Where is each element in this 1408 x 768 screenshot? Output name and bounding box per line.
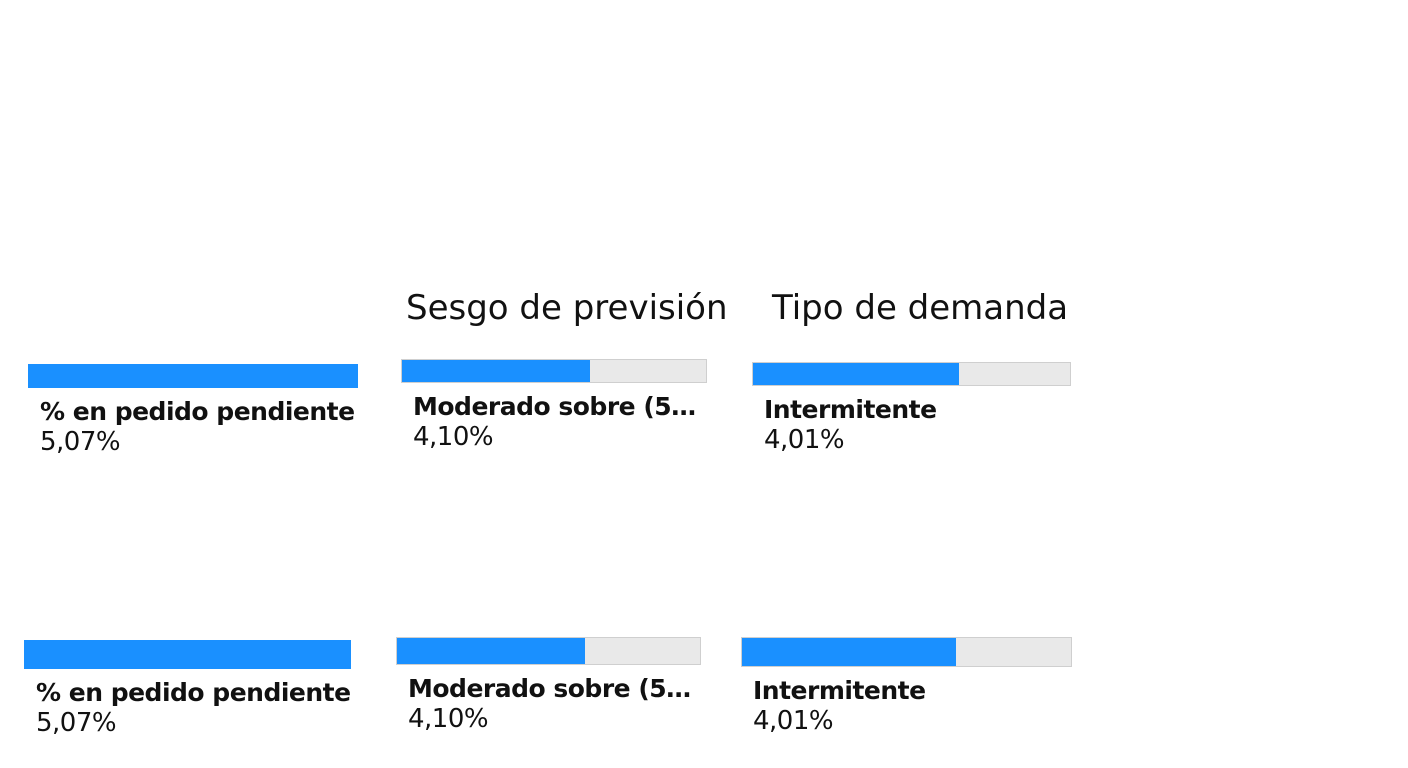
forecast-bias-value: 4,10% <box>408 703 489 734</box>
forecast-bias-bar-fill <box>402 360 591 382</box>
demand-type-value: 4,01% <box>764 424 845 455</box>
demand-type-bar <box>741 637 1072 667</box>
demand-type-heading: Tipo de demanda <box>772 288 1069 328</box>
backorder-card[interactable]: % en pedido pendiente 5,07% <box>24 640 351 739</box>
backorder-card[interactable]: % en pedido pendiente 5,07% <box>28 364 358 458</box>
backorder-label: % en pedido pendiente <box>36 679 351 707</box>
forecast-bias-bar-fill <box>397 638 585 664</box>
demand-type-card[interactable]: Intermitente 4,01% <box>752 362 1071 456</box>
backorder-bar <box>24 640 351 669</box>
backorder-bar-fill <box>29 365 357 387</box>
demand-type-bar <box>752 362 1071 386</box>
forecast-bias-bar <box>401 359 707 383</box>
forecast-bias-value: 4,10% <box>413 421 494 452</box>
backorder-value: 5,07% <box>36 707 117 738</box>
forecast-bias-card[interactable]: Moderado sobre (5% t... 4,10% <box>401 359 707 453</box>
demand-type-label: Intermitente <box>753 677 926 705</box>
forecast-bias-label: Moderado sobre (5% t... <box>408 675 701 703</box>
forecast-bias-label: Moderado sobre (5% t... <box>413 393 707 421</box>
backorder-label: % en pedido pendiente <box>40 398 355 426</box>
backorder-bar-fill <box>25 641 350 668</box>
forecast-bias-card[interactable]: Moderado sobre (5% t... 4,10% <box>396 637 701 735</box>
demand-type-bar-fill <box>742 638 956 666</box>
backorder-bar <box>28 364 358 388</box>
demand-type-value: 4,01% <box>753 705 834 736</box>
demand-type-bar-fill <box>753 363 960 385</box>
demand-type-card[interactable]: Intermitente 4,01% <box>741 637 1072 737</box>
forecast-bias-heading: Sesgo de previsión <box>406 288 728 328</box>
backorder-value: 5,07% <box>40 426 121 457</box>
demand-type-label: Intermitente <box>764 396 937 424</box>
forecast-bias-bar <box>396 637 701 665</box>
